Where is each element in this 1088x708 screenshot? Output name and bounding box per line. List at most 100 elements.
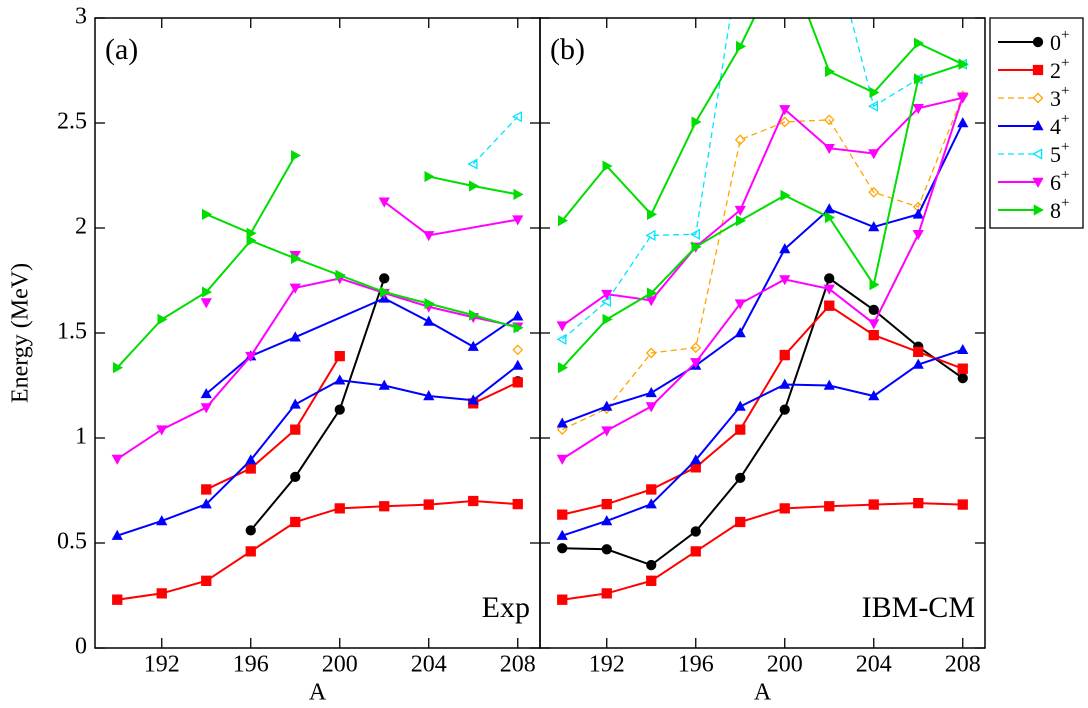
marker bbox=[200, 498, 212, 509]
marker bbox=[601, 426, 613, 437]
plot-area bbox=[111, 111, 524, 605]
x-axis-label: A bbox=[309, 680, 327, 706]
legend-label: 8+ bbox=[1050, 195, 1069, 223]
marker bbox=[424, 297, 435, 310]
series-line bbox=[117, 499, 518, 601]
series-line bbox=[562, 502, 963, 601]
marker bbox=[556, 424, 568, 436]
marker bbox=[646, 575, 657, 586]
legend-marker bbox=[1032, 120, 1044, 131]
legend-label: 2+ bbox=[1050, 55, 1069, 83]
marker bbox=[600, 295, 611, 308]
marker bbox=[646, 559, 657, 571]
marker bbox=[734, 327, 746, 338]
marker bbox=[556, 454, 568, 465]
marker bbox=[646, 484, 657, 495]
marker bbox=[379, 273, 390, 284]
marker bbox=[202, 208, 213, 220]
marker bbox=[513, 322, 524, 334]
marker bbox=[912, 358, 924, 369]
marker bbox=[734, 400, 746, 411]
marker bbox=[380, 286, 391, 298]
marker bbox=[691, 241, 702, 253]
series-line bbox=[205, 155, 297, 235]
marker bbox=[690, 454, 702, 465]
marker bbox=[825, 65, 836, 78]
marker bbox=[469, 180, 480, 192]
marker bbox=[602, 160, 613, 172]
marker bbox=[690, 526, 701, 537]
marker bbox=[601, 499, 612, 510]
marker bbox=[869, 86, 880, 99]
marker bbox=[823, 379, 835, 390]
legend-label: 5+ bbox=[1050, 139, 1069, 167]
marker bbox=[112, 594, 123, 605]
marker bbox=[290, 516, 301, 528]
marker bbox=[156, 425, 168, 436]
marker bbox=[913, 346, 924, 358]
series-line bbox=[472, 381, 519, 405]
marker bbox=[823, 203, 835, 214]
marker bbox=[246, 227, 257, 239]
legend-marker bbox=[1032, 36, 1044, 48]
y-tick-label: 1.5 bbox=[57, 319, 87, 345]
marker bbox=[823, 114, 835, 126]
x-tick-label: 196 bbox=[678, 652, 714, 678]
x-tick-label: 192 bbox=[589, 652, 625, 678]
marker bbox=[912, 230, 924, 241]
marker bbox=[779, 243, 791, 254]
marker bbox=[868, 304, 879, 316]
marker bbox=[868, 499, 879, 510]
marker bbox=[645, 402, 657, 413]
marker bbox=[557, 543, 568, 554]
y-tick-label: 3 bbox=[75, 4, 87, 30]
panel-annotation: Exp bbox=[482, 591, 530, 624]
marker bbox=[779, 349, 790, 361]
marker bbox=[512, 499, 523, 510]
y-tick-label: 2.5 bbox=[57, 109, 87, 135]
marker bbox=[601, 515, 613, 526]
series-line bbox=[561, 96, 963, 327]
marker bbox=[647, 208, 658, 220]
marker bbox=[156, 588, 167, 599]
series-line bbox=[561, 348, 964, 537]
marker bbox=[645, 498, 657, 509]
x-tick-label: 200 bbox=[322, 652, 358, 678]
marker bbox=[868, 329, 879, 341]
marker bbox=[558, 215, 569, 227]
marker bbox=[868, 186, 880, 198]
marker bbox=[111, 454, 123, 465]
series-line bbox=[562, 276, 964, 567]
marker bbox=[779, 105, 791, 116]
marker bbox=[245, 463, 256, 474]
marker bbox=[957, 499, 968, 510]
marker bbox=[291, 252, 302, 265]
marker bbox=[378, 379, 390, 390]
marker bbox=[958, 58, 969, 70]
marker bbox=[201, 484, 212, 495]
marker bbox=[957, 343, 969, 355]
marker bbox=[867, 100, 878, 112]
legend-label: 4+ bbox=[1050, 111, 1069, 139]
marker bbox=[245, 454, 257, 465]
marker bbox=[289, 283, 301, 294]
marker bbox=[913, 497, 924, 509]
marker bbox=[556, 529, 568, 540]
marker bbox=[558, 362, 569, 374]
series-line bbox=[383, 200, 518, 237]
marker bbox=[201, 575, 212, 586]
marker bbox=[334, 404, 345, 415]
marker bbox=[423, 315, 435, 326]
x-tick-label: 200 bbox=[767, 652, 803, 678]
y-tick-label: 2 bbox=[75, 214, 87, 240]
marker bbox=[334, 374, 346, 385]
marker bbox=[157, 313, 168, 325]
marker bbox=[957, 93, 969, 104]
marker bbox=[245, 546, 256, 557]
marker bbox=[557, 594, 568, 605]
marker bbox=[601, 289, 613, 300]
marker bbox=[647, 287, 658, 299]
marker bbox=[691, 116, 702, 128]
y-tick-label: 0 bbox=[75, 634, 87, 660]
